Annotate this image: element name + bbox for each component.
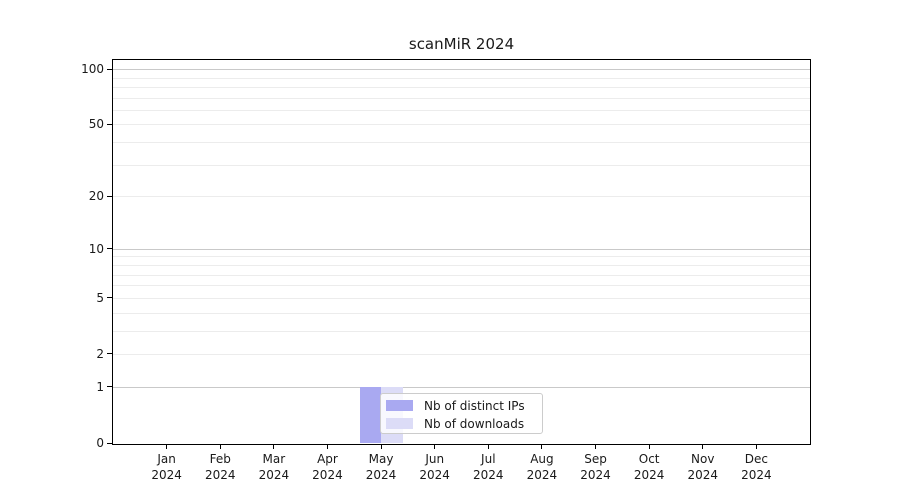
x-tick-mark xyxy=(219,444,221,449)
x-tick-mark xyxy=(487,444,489,449)
x-tick-mark xyxy=(380,444,382,449)
minor-gridline xyxy=(113,274,810,276)
x-tick-label: Aug 2024 xyxy=(514,451,570,483)
x-tick-year: 2024 xyxy=(687,468,719,482)
x-tick-label: Jun 2024 xyxy=(407,451,463,483)
x-tick-label: Feb 2024 xyxy=(192,451,248,483)
chart-title: scanMiR 2024 xyxy=(408,35,515,53)
x-tick-label: May 2024 xyxy=(353,451,409,483)
x-tick-mark xyxy=(541,444,543,449)
x-tick-month: Jul xyxy=(481,452,496,466)
major-gridline xyxy=(113,248,810,250)
y-tick-mark xyxy=(107,297,112,299)
x-tick-year: 2024 xyxy=(580,468,611,482)
y-tick-mark xyxy=(107,353,112,355)
y-tick-label: 2 xyxy=(96,346,104,361)
minor-gridline xyxy=(113,285,810,287)
grid-layer xyxy=(113,60,810,444)
x-tick-month: Jan xyxy=(157,452,176,466)
legend: Nb of distinct IPs Nb of downloads xyxy=(380,393,543,434)
x-tick-month: Feb xyxy=(209,452,231,466)
minor-gridline xyxy=(113,86,810,88)
minor-gridline xyxy=(113,256,810,258)
plot-area xyxy=(112,59,811,445)
legend-item-distinct-ips: Nb of distinct IPs xyxy=(386,397,536,414)
x-tick-year: 2024 xyxy=(419,468,450,482)
x-tick-month: Nov xyxy=(691,452,715,466)
legend-item-downloads: Nb of downloads xyxy=(386,415,536,432)
x-tick-mark xyxy=(648,444,650,449)
x-tick-month: Apr xyxy=(317,452,338,466)
major-gridline xyxy=(113,69,810,71)
y-tick-mark xyxy=(107,195,112,197)
x-tick-mark xyxy=(326,444,328,449)
minor-gridline xyxy=(113,264,810,266)
x-tick-month: Jun xyxy=(425,452,445,466)
y-tick-label: 1 xyxy=(96,379,104,394)
x-tick-year: 2024 xyxy=(473,468,504,482)
x-tick-label: Sep 2024 xyxy=(568,451,624,483)
legend-swatch-downloads xyxy=(386,418,413,429)
x-tick-year: 2024 xyxy=(365,468,397,482)
x-tick-month: Dec xyxy=(744,452,768,466)
x-tick-year: 2024 xyxy=(312,468,343,482)
x-tick-month: Aug xyxy=(530,452,554,466)
y-tick-label: 20 xyxy=(88,189,104,204)
minor-gridline xyxy=(113,297,810,299)
x-tick-month: Oct xyxy=(638,452,660,466)
minor-gridline xyxy=(113,164,810,166)
y-tick-mark xyxy=(107,123,112,125)
legend-label-downloads: Nb of downloads xyxy=(424,416,525,431)
x-tick-mark xyxy=(702,444,704,449)
y-tick-mark xyxy=(107,442,112,444)
x-tick-year: 2024 xyxy=(151,468,182,482)
minor-gridline xyxy=(113,330,810,332)
minor-gridline xyxy=(113,196,810,198)
x-tick-year: 2024 xyxy=(741,468,772,482)
minor-gridline xyxy=(113,353,810,355)
x-tick-year: 2024 xyxy=(204,468,236,482)
y-tick-label: 5 xyxy=(96,290,104,305)
x-tick-year: 2024 xyxy=(526,468,558,482)
x-tick-label: Apr 2024 xyxy=(299,451,355,483)
legend-label-distinct-ips: Nb of distinct IPs xyxy=(424,398,525,413)
y-tick-label: 100 xyxy=(81,62,104,77)
y-tick-mark xyxy=(107,68,112,70)
y-tick-label: 10 xyxy=(88,241,104,256)
x-tick-mark xyxy=(434,444,436,449)
x-tick-label: Jan 2024 xyxy=(139,451,195,483)
bars-layer xyxy=(113,60,810,444)
y-tick-mark xyxy=(107,248,112,250)
x-tick-label: Dec 2024 xyxy=(728,451,784,483)
x-tick-year: 2024 xyxy=(258,468,290,482)
x-tick-label: Oct 2024 xyxy=(621,451,677,483)
minor-gridline xyxy=(113,77,810,79)
y-tick-mark xyxy=(107,386,112,388)
minor-gridline xyxy=(113,124,810,126)
x-tick-label: Mar 2024 xyxy=(246,451,302,483)
bar-distinct-ips xyxy=(359,386,382,443)
minor-gridline xyxy=(113,142,810,144)
x-tick-mark xyxy=(273,444,275,449)
x-tick-month: Mar xyxy=(262,452,286,466)
x-tick-mark xyxy=(595,444,597,449)
minor-gridline xyxy=(113,312,810,314)
x-tick-label: Jul 2024 xyxy=(460,451,516,483)
legend-swatch-distinct-ips xyxy=(386,400,413,411)
y-tick-label: 50 xyxy=(88,117,104,132)
x-tick-mark xyxy=(755,444,757,449)
minor-gridline xyxy=(113,97,810,99)
x-tick-mark xyxy=(166,444,168,449)
y-tick-label: 0 xyxy=(96,436,104,450)
x-tick-month: May xyxy=(368,452,394,466)
minor-gridline xyxy=(113,109,810,111)
x-tick-year: 2024 xyxy=(633,468,665,482)
major-gridline xyxy=(113,386,810,388)
x-tick-month: Sep xyxy=(584,452,607,466)
x-tick-label: Nov 2024 xyxy=(675,451,731,483)
